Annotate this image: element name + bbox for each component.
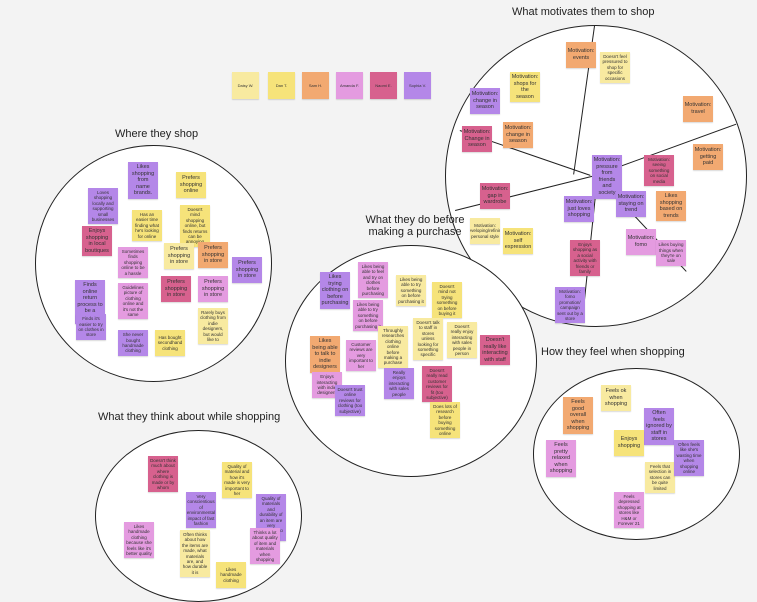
sticky-note[interactable]: Doesn't talk to staff in stores unless l… <box>413 318 443 360</box>
section-title-think: What they think about while shopping <box>98 411 281 423</box>
sticky-note[interactable]: Thinks a lot about quality of item and m… <box>250 528 280 565</box>
sticky-note[interactable]: Likes handmade clothing because she feel… <box>124 522 154 559</box>
sticky-note[interactable]: Does lots of research before buying some… <box>430 402 460 439</box>
sticky-note[interactable]: Has an easier time finding what he's loo… <box>132 210 162 241</box>
sticky-note[interactable]: Likes shopping from name brands. <box>128 162 158 199</box>
sticky-note[interactable]: Doesn't mind shopping online, but finds … <box>180 205 210 247</box>
sticky-note[interactable]: Loves shopping locally and supporting sm… <box>88 188 118 225</box>
sticky-note[interactable]: Motivation: seeing something on social m… <box>644 155 674 186</box>
sticky-note[interactable]: Enjoys shopping in local boutiques <box>82 226 112 257</box>
section-title-before: What they do before making a purchase <box>365 214 465 238</box>
sticky-note[interactable]: Doesn't really read customer reviews for… <box>422 366 452 403</box>
sticky-note[interactable]: Motivation: staying on trend <box>616 191 646 217</box>
sticky-note[interactable]: Likes being able to talk to indie design… <box>310 336 340 373</box>
sticky-note[interactable]: Feels pretty relaxed when shopping <box>546 440 576 477</box>
sticky-note[interactable]: Motivation: fomo promotion/ campaign sen… <box>555 287 585 324</box>
sticky-note[interactable]: Often feels ignored by staff in stores <box>644 408 674 445</box>
sticky-note[interactable]: Feels good overall when shopping <box>563 397 593 434</box>
sticky-note[interactable]: Feels ok when shopping <box>601 385 631 411</box>
sticky-note[interactable]: Prefers shopping in store <box>198 276 228 302</box>
sticky-note[interactable]: Motivation: developing/refining personal… <box>470 218 500 244</box>
sticky-note[interactable]: Likes buying things when they're on sale <box>656 240 686 266</box>
sticky-note[interactable]: Likes being able to feel and try on clot… <box>358 262 388 299</box>
sticky-note[interactable]: Rarely buys clothing from indie designer… <box>198 308 228 345</box>
legend-item: Sam H. <box>302 72 329 99</box>
legend-item: Daisy W. <box>232 72 259 99</box>
sticky-note[interactable]: Motivation: change in season <box>470 88 500 114</box>
sticky-note[interactable]: Prefers shopping in store <box>198 242 228 268</box>
sticky-note[interactable]: Very conscientious of environmental impa… <box>186 492 216 529</box>
sticky-note[interactable]: Motivation: just loves shopping <box>564 196 594 222</box>
sticky-note[interactable]: Enjoys shopping <box>614 430 644 456</box>
sticky-note[interactable]: She never bought handmade clothing <box>118 330 148 356</box>
sticky-note[interactable]: Motivation: Change in season <box>462 126 492 152</box>
sticky-note[interactable]: Motivation: self expression <box>503 228 533 254</box>
sticky-note[interactable]: Motivation: events <box>566 42 596 68</box>
sticky-note[interactable]: Has bought secondhand clothing <box>155 330 185 356</box>
sticky-note[interactable]: Likes trying clothing on before purchasi… <box>320 272 350 309</box>
section-title-motivates: What motivates them to shop <box>512 6 655 18</box>
sticky-note[interactable]: Feels that selection in stores can be qu… <box>645 462 675 493</box>
sticky-note[interactable]: Enjoys shopping as a social activity wit… <box>570 240 600 277</box>
sticky-note[interactable]: Doesn't really like interacting with sta… <box>480 335 510 366</box>
sticky-note[interactable]: Doesn't really enjoy interacting with sa… <box>447 322 477 359</box>
legend-item: Naomi E. <box>370 72 397 99</box>
sticky-note[interactable]: Really enjoys interacting with sales peo… <box>384 368 414 399</box>
sticky-note[interactable]: Quality of material and how it's made is… <box>222 462 252 499</box>
sticky-note[interactable]: Prefers shopping in store <box>161 276 191 302</box>
sticky-note[interactable]: Often thinks about how the items are mad… <box>180 530 210 578</box>
sticky-note[interactable]: Throughly researches clothing online bef… <box>378 326 408 368</box>
sticky-note[interactable]: Prefers shopping in store <box>164 243 194 269</box>
sticky-note[interactable]: Doesn't feel pressured to shop for speci… <box>600 52 630 83</box>
sticky-note[interactable]: Likes handmade clothing <box>216 562 246 588</box>
sticky-note[interactable]: Motivation: fomo <box>626 229 656 255</box>
sticky-note[interactable]: Likes being able to try something on bef… <box>353 300 383 331</box>
sticky-note[interactable]: Likes being able to try something on bef… <box>396 275 426 306</box>
legend-item: Amanda F. <box>336 72 363 99</box>
sticky-note[interactable]: Feels depressed shopping at stores like … <box>614 492 644 529</box>
sticky-note[interactable]: Finds it's easier to try on clothes in s… <box>76 314 106 340</box>
sticky-note[interactable]: Guidelines picture of clothing online an… <box>118 283 148 320</box>
sticky-note[interactable]: Doesn't mind not trying something on bef… <box>432 282 462 319</box>
sticky-note[interactable]: Customer reviews are very important to h… <box>346 340 376 371</box>
sticky-note[interactable]: Motivation: getting paid <box>693 144 723 170</box>
section-title-feel: How they feel when shopping <box>541 346 685 358</box>
sticky-note[interactable]: Motivation: change in season <box>503 122 533 148</box>
legend-item: Sophia V. <box>404 72 431 99</box>
sticky-note[interactable]: Motivation: shops for the season <box>510 72 540 103</box>
sticky-note[interactable]: Doesn't think much about where clothing … <box>148 456 178 493</box>
sticky-note[interactable]: Often feels like she's wasting time when… <box>674 440 704 477</box>
sticky-note[interactable]: Motivation: travel <box>683 96 713 122</box>
sticky-note[interactable]: Motivation: gap in wardrobe <box>480 183 510 209</box>
sticky-note[interactable]: Doesn't trust online reviews for clothin… <box>335 385 365 416</box>
sticky-note[interactable]: Prefers shopping in store <box>232 257 262 283</box>
sticky-note[interactable]: Likes shopping based on trends <box>656 191 686 222</box>
sticky-note[interactable]: Prefers shopping online <box>176 172 206 198</box>
section-title-where: Where they shop <box>115 128 199 140</box>
legend-item: Dan T. <box>268 72 295 99</box>
sticky-note[interactable]: Sometimes finds shopping online to be a … <box>118 247 148 278</box>
